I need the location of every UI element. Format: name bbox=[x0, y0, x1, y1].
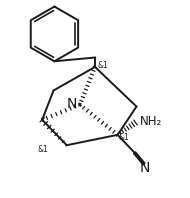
Text: &1: &1 bbox=[98, 62, 108, 70]
Text: N: N bbox=[66, 97, 77, 111]
Text: &1: &1 bbox=[119, 133, 129, 142]
Text: N: N bbox=[140, 161, 150, 175]
Text: &1: &1 bbox=[37, 145, 48, 154]
Text: NH₂: NH₂ bbox=[140, 115, 162, 128]
